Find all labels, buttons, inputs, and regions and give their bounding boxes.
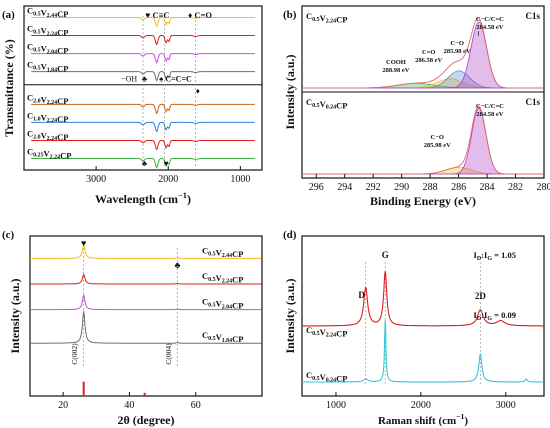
ftir-series-line [31, 53, 255, 64]
xrd-x-title: 2θ (degree) [117, 413, 174, 427]
ftir-y-title: Transmittance (%) [2, 39, 16, 136]
xrd-y-title: Intensity (a.u.) [8, 278, 22, 353]
xrd-series-label: C0.5V2.44CP [202, 245, 243, 259]
xps-bottom-envelope [302, 105, 543, 175]
xps-bottom-sample-label: C0.5V0.24CP [306, 97, 347, 111]
ftir-series-line [31, 121, 255, 133]
panel-label-d: (d) [283, 229, 297, 241]
ftir-x-tick-label: 3000 [86, 174, 106, 185]
xrd-c004-label: C(004) [164, 343, 173, 365]
raman-band-g: G [382, 250, 389, 260]
ftir-bottom-club: ♣ [142, 159, 148, 168]
xrd-heart-marker: ♥ [81, 238, 86, 248]
ftir-series-label: C2.0V2.24CP [27, 128, 68, 142]
ftir-series-line [31, 158, 255, 169]
raman-series-line [302, 271, 544, 327]
raman-ratio-bottom: ID:IG = 0.09 [474, 310, 516, 322]
xps-bottom-peak-area [302, 167, 544, 175]
ftir-series-line [31, 140, 255, 151]
ftir-series-line [31, 17, 255, 28]
xrd-series-line [30, 273, 262, 285]
raman-band-d: D [358, 290, 365, 300]
raman-series-line [302, 319, 544, 383]
xrd-series-line [30, 311, 262, 344]
xrd-series-label: C0.5V1.84CP [202, 330, 243, 344]
xps-top-energy-cdo: 286.58 eV [415, 57, 442, 64]
xps-top-label-ccc: C−C/C=C [476, 16, 504, 23]
raman-frame [301, 235, 545, 397]
raman-x-tick-label: 3000 [496, 400, 516, 411]
xrd-series-label: C0.5V2.04CP [202, 297, 243, 311]
xrd-c002-label: C(002) [70, 343, 79, 365]
xrd-x-tick-label: 40 [124, 400, 134, 411]
xps-top-label-cooh: COOH [386, 59, 406, 66]
ftir-series-label: C0.5V2.24CP [27, 24, 68, 38]
xps-x-tick-label: 294 [337, 182, 352, 193]
xps-x-title: Binding Energy (eV) [370, 194, 476, 208]
ftir-series-label: C0.5V2.44CP [27, 5, 68, 19]
xps-top-energy-cooh: 288.98 eV [382, 67, 409, 74]
raman-series-label: C0.5V0.24CP [306, 370, 347, 384]
xps-bottom-energy-ccc: 284.58 eV [476, 111, 503, 118]
ftir-frame [23, 5, 263, 171]
xps-top-energy-ccc: 284.58 eV [476, 24, 503, 31]
panel-label-a: (a) [2, 9, 15, 21]
xps-bottom-energy-co: 285.98 eV [424, 142, 451, 149]
xps-bottom-core-label: C1s [525, 97, 540, 107]
xps-x-tick-label: 282 [508, 182, 523, 193]
ftir-annotation-oh: −OH [121, 75, 137, 84]
raman-ratio-top: ID:IG = 1.05 [474, 250, 516, 262]
xrd-series-line [30, 293, 262, 311]
ftir-series-label: C0.5V2.04CP [27, 42, 68, 56]
ftir-series-label: C2.0V2.24CP [27, 92, 68, 106]
xps-x-tick-label: 296 [309, 182, 324, 193]
ftir-annotation-cc: ♥ C≡C [145, 10, 169, 20]
xrd-series-line [30, 242, 262, 259]
ftir-annotation-co: ♦ C=O [188, 10, 212, 20]
xrd-series-label: C0.5V2.24CP [202, 271, 243, 285]
raman-band-2d: 2D [475, 291, 487, 301]
ftir-annotation-diamond: ♦ [196, 87, 200, 96]
ftir-series-label: C0.25V2.24CP [27, 147, 71, 161]
raman-x-tick-label: 2000 [411, 400, 431, 411]
xps-top-sample-label: C0.5V2.24CP [306, 11, 347, 25]
xrd-club-marker: ♣ [175, 260, 181, 270]
ftir-x-tick-label: 1000 [230, 174, 250, 185]
raman-series-label: C0.5V2.24CP [306, 325, 347, 339]
raman-x-tick-label: 1000 [326, 400, 346, 411]
raman-x-title: Raman shift (cm−1) [378, 412, 468, 427]
ftir-series-label: C1.0V2.24CP [27, 110, 68, 124]
xps-x-tick-label: 290 [394, 182, 409, 193]
xps-y-title: Intensity (a.u.) [283, 54, 297, 129]
xps-x-tick-label: 284 [480, 182, 495, 193]
xps-x-tick-label: 288 [423, 182, 438, 193]
xps-top-label-co: C−O [450, 40, 463, 47]
xps-x-tick-label: 280 [537, 182, 550, 193]
xrd-x-tick-label: 60 [191, 400, 201, 411]
xrd-frame [29, 235, 263, 397]
xps-x-tick-label: 286 [451, 182, 466, 193]
ftir-annotation-club: ♣ [142, 75, 148, 84]
ftir-x-title: Wavelength (cm−1) [95, 191, 191, 206]
panel-label-c: (c) [2, 229, 15, 241]
ftir-bottom-heart: ♥ [164, 159, 169, 168]
ftir-series-label: C0.5V1.84CP [27, 60, 68, 74]
ftir-series-line [31, 103, 255, 115]
ftir-series-line [31, 35, 255, 46]
ftir-x-tick-label: 2000 [158, 174, 178, 185]
xps-bottom-label-co: C−O [431, 134, 444, 141]
ftir-series-line [31, 71, 255, 82]
raman-y-title: Intensity (a.u.) [283, 278, 297, 353]
ftir-annotation-ccc: ♠ C=C=C [159, 75, 192, 84]
xps-bottom-label-ccc: C−C/C=C [476, 103, 504, 110]
panel-label-b: (b) [283, 9, 297, 21]
xps-top-label-cdo: C=O [422, 49, 435, 56]
xps-top-envelope [302, 17, 543, 89]
xrd-x-tick-label: 20 [58, 400, 68, 411]
xps-top-core-label: C1s [525, 11, 540, 21]
xps-x-tick-label: 292 [366, 182, 381, 193]
xps-top-energy-co: 285.98 eV [444, 48, 471, 55]
